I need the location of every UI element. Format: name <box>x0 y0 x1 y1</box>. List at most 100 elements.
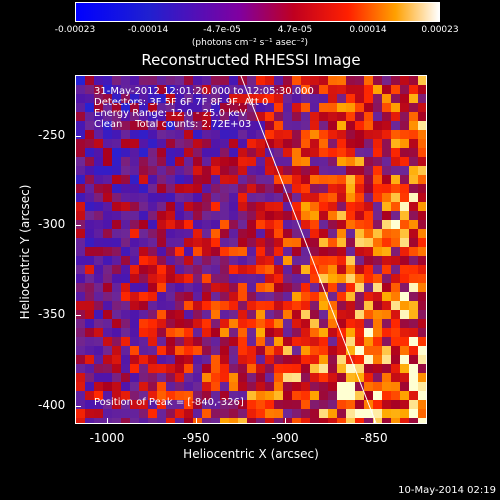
heatmap-cell <box>166 211 175 220</box>
heatmap-cell <box>355 364 364 373</box>
heatmap-cell <box>256 418 265 423</box>
heatmap-cell <box>184 283 193 292</box>
heatmap-cell <box>247 292 256 301</box>
heatmap-cell <box>85 256 94 265</box>
heatmap-cell <box>373 418 382 423</box>
heatmap-cell <box>220 391 229 400</box>
heatmap-cell <box>157 166 166 175</box>
heatmap-cell <box>364 211 373 220</box>
heatmap-cell <box>310 418 319 423</box>
heatmap-cell <box>112 139 121 148</box>
heatmap-cell <box>301 220 310 229</box>
heatmap-cell <box>337 355 346 364</box>
heatmap-cell <box>265 229 274 238</box>
heatmap-cell <box>121 301 130 310</box>
heatmap-cell <box>85 382 94 391</box>
colorbar-tick: -0.00014 <box>127 25 169 35</box>
heatmap-cell <box>418 328 426 337</box>
heatmap-cell <box>103 283 112 292</box>
heatmap-cell <box>418 265 426 274</box>
heatmap-cell <box>301 94 310 103</box>
heatmap-cell <box>409 292 418 301</box>
heatmap-cell <box>328 337 337 346</box>
heatmap-cell <box>382 94 391 103</box>
heatmap-cell <box>283 85 292 94</box>
heatmap-cell <box>193 283 202 292</box>
heatmap-cell <box>76 94 85 103</box>
heatmap-cell <box>94 85 103 94</box>
heatmap-cell <box>256 400 265 409</box>
heatmap-cell <box>121 229 130 238</box>
heatmap-cell <box>238 220 247 229</box>
heatmap-cell <box>229 220 238 229</box>
heatmap-cell <box>130 265 139 274</box>
heatmap-cell <box>409 202 418 211</box>
heatmap-cell <box>157 220 166 229</box>
heatmap-cell <box>94 175 103 184</box>
heatmap-cell <box>346 184 355 193</box>
heatmap-cell <box>247 346 256 355</box>
heatmap-cell <box>220 103 229 112</box>
x-tick-label: -900 <box>271 431 299 445</box>
heatmap-cell <box>355 292 364 301</box>
heatmap-cell <box>301 157 310 166</box>
heatmap-cell <box>193 418 202 423</box>
heatmap-cell <box>274 400 283 409</box>
heatmap-cell <box>283 211 292 220</box>
heatmap-cell <box>418 319 426 328</box>
heatmap-cell <box>283 364 292 373</box>
heatmap-cell <box>139 76 148 85</box>
heatmap-cell <box>391 382 400 391</box>
heatmap-cell <box>391 121 400 130</box>
heatmap-cell <box>130 130 139 139</box>
heatmap-cell <box>103 193 112 202</box>
heatmap-cell <box>355 274 364 283</box>
heatmap-cell <box>418 139 426 148</box>
heatmap-cell <box>328 175 337 184</box>
heatmap-cell <box>301 328 310 337</box>
heatmap-cell <box>391 391 400 400</box>
heatmap-cell <box>166 265 175 274</box>
heatmap-cell <box>364 94 373 103</box>
heatmap-cell <box>130 85 139 94</box>
heatmap-cell <box>274 409 283 418</box>
heatmap-cell <box>85 346 94 355</box>
heatmap-cell <box>274 184 283 193</box>
heatmap-cell <box>157 355 166 364</box>
heatmap-cell <box>319 193 328 202</box>
heatmap-cell <box>301 346 310 355</box>
heatmap-cell <box>292 229 301 238</box>
colorbar-units: (photons cm⁻² s⁻¹ asec⁻²) <box>191 38 309 48</box>
heatmap-cell <box>418 211 426 220</box>
heatmap-cell <box>157 256 166 265</box>
heatmap-cell <box>301 112 310 121</box>
heatmap-cell <box>247 94 256 103</box>
heatmap-cell <box>202 337 211 346</box>
heatmap-cell <box>265 328 274 337</box>
heatmap-cell <box>409 247 418 256</box>
heatmap-cell <box>157 94 166 103</box>
heatmap-cell <box>337 274 346 283</box>
heatmap-cell <box>274 355 283 364</box>
heatmap-cell <box>220 157 229 166</box>
heatmap-cell <box>121 175 130 184</box>
heatmap-cell <box>319 400 328 409</box>
heatmap-cell <box>121 400 130 409</box>
heatmap-cell <box>265 283 274 292</box>
heatmap-cell <box>148 202 157 211</box>
heatmap-cell <box>409 301 418 310</box>
heatmap-cell <box>328 328 337 337</box>
heatmap-cell <box>346 319 355 328</box>
heatmap-cell <box>301 391 310 400</box>
heatmap-cell <box>103 355 112 364</box>
heatmap-cell <box>211 76 220 85</box>
heatmap-cell <box>346 148 355 157</box>
heatmap-cell <box>256 364 265 373</box>
heatmap-cell <box>94 220 103 229</box>
heatmap-cell <box>409 409 418 418</box>
heatmap-cell <box>292 247 301 256</box>
heatmap-cell <box>274 328 283 337</box>
heatmap-cell <box>328 355 337 364</box>
heatmap-cell <box>373 400 382 409</box>
heatmap-cell <box>85 355 94 364</box>
